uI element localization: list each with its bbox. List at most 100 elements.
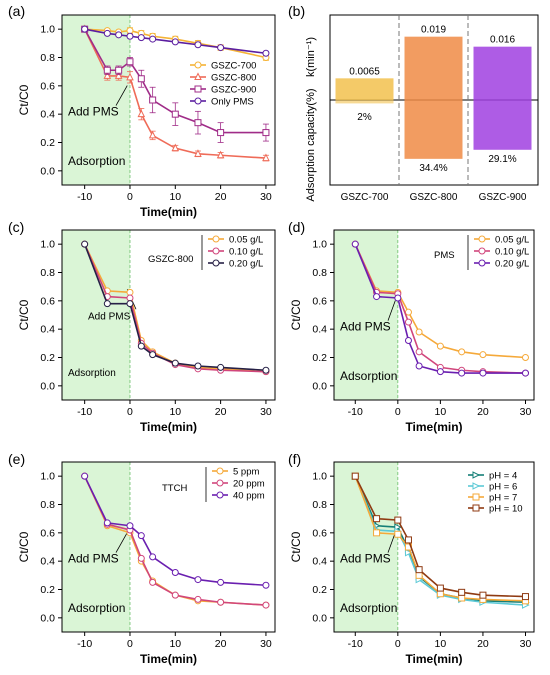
y-tick-label: 0.0 — [312, 612, 327, 624]
adsorption-bar — [404, 100, 463, 159]
x-tick-label: -10 — [77, 191, 92, 203]
y-tick-label: 0.0 — [312, 380, 327, 392]
data-point — [479, 369, 487, 377]
annotation-add-pms: Add PMS — [88, 311, 131, 322]
series-line — [84, 28, 267, 55]
adsorption-bar — [473, 100, 532, 150]
data-point — [81, 25, 89, 33]
data-point — [171, 569, 179, 576]
y-axis-title: Ct/C0 — [289, 531, 303, 562]
data-point — [171, 591, 179, 599]
legend-marker — [216, 491, 224, 499]
data-point — [194, 41, 202, 49]
data-point — [458, 594, 466, 602]
legend-label: 0.10 g/L — [229, 247, 263, 258]
panel-label: (d) — [288, 219, 305, 235]
data-point — [81, 472, 89, 480]
x-tick-label: 20 — [215, 406, 227, 418]
data-point — [479, 351, 487, 359]
adsorption-region — [62, 462, 130, 632]
annotation-adsorption: Adsorption — [68, 601, 125, 615]
plot-frame — [333, 461, 535, 633]
y-tick-label: 0.6 — [40, 527, 55, 539]
y-tick-label: 0.2 — [40, 352, 55, 364]
data-point — [262, 366, 270, 374]
x-tick-label: 30 — [260, 191, 272, 203]
data-point — [351, 240, 359, 248]
adsorption-value-label: 29.1% — [488, 154, 516, 165]
k-value-label: 0.016 — [490, 35, 515, 46]
category-label: GSZC-800 — [410, 192, 458, 203]
x-tick-label: -10 — [77, 638, 92, 650]
adsorption-bar — [335, 100, 394, 104]
legend-label: pH = 6 — [489, 482, 517, 493]
k-bar — [404, 36, 463, 100]
data-point — [171, 38, 179, 46]
data-point — [521, 354, 529, 361]
k-value-label: 0.019 — [421, 25, 446, 36]
data-point — [137, 532, 145, 540]
series-2 — [81, 25, 270, 143]
data-point — [394, 294, 402, 302]
y-tick-label: 1.0 — [40, 471, 55, 483]
annotation-adsorption: Adsorption — [68, 154, 125, 168]
data-point — [458, 369, 466, 377]
y-tick-label: 1.0 — [40, 24, 55, 36]
x-axis-title: Time(min) — [140, 652, 197, 666]
legend: pH = 4pH = 6pH = 7pH = 10 — [468, 471, 523, 515]
legend-marker — [478, 259, 486, 267]
legend-marker — [194, 61, 202, 69]
panel-e: (e) -10 0 10 20 30 0.0 0.2 0.4 0.6 0.8 1.0 Time(min)… — [8, 451, 276, 666]
data-point — [81, 240, 89, 248]
legend-marker — [478, 235, 486, 243]
panel-label: (a) — [8, 3, 25, 19]
data-point — [149, 553, 157, 561]
x-tick-label: 0 — [395, 406, 401, 418]
legend-label: 0.10 g/L — [495, 247, 529, 258]
data-point — [394, 516, 402, 524]
data-point — [103, 29, 111, 37]
annotation-add-pms: Add PMS — [340, 320, 391, 334]
data-point — [194, 595, 202, 603]
plot-frame — [61, 229, 276, 401]
adsorption-value-label: 2% — [357, 112, 372, 123]
data-point — [262, 601, 270, 609]
y-tick-label: 1.0 — [312, 239, 327, 251]
legend-label: pH = 7 — [489, 493, 517, 504]
x-tick-label: 10 — [435, 406, 447, 418]
x-tick-label: 0 — [127, 191, 133, 203]
data-point — [436, 368, 444, 376]
data-point — [458, 588, 466, 596]
y-tick-label: 0.8 — [312, 267, 327, 279]
x-tick-label: -10 — [348, 638, 363, 650]
data-point — [415, 571, 423, 579]
y-tick-label: 0.2 — [312, 352, 327, 364]
x-tick-label: 30 — [520, 406, 532, 418]
series-3 — [351, 472, 529, 601]
legend-label: pH = 4 — [489, 471, 517, 482]
x-tick-label: 10 — [169, 638, 181, 650]
data-point — [262, 129, 270, 137]
legend-title: PMS — [434, 250, 455, 261]
y-tick-label: 0.6 — [40, 80, 55, 92]
series-3 — [81, 25, 270, 57]
annotation-arrow — [387, 300, 396, 321]
adsorption-region — [62, 15, 130, 185]
panel-label: (c) — [8, 219, 24, 235]
data-point — [479, 591, 487, 599]
data-point — [436, 584, 444, 592]
data-point — [149, 351, 157, 359]
panel-label: (b) — [288, 3, 305, 19]
x-tick-label: 20 — [477, 406, 489, 418]
data-point — [103, 66, 111, 74]
data-point — [436, 590, 444, 598]
data-point — [458, 348, 466, 356]
y-tick-label: 0.0 — [40, 380, 55, 392]
legend-marker — [212, 247, 220, 255]
annotation-add-pms: Add PMS — [68, 552, 119, 566]
legend-marker — [194, 72, 202, 80]
data-point — [149, 578, 157, 586]
data-point — [415, 348, 423, 356]
